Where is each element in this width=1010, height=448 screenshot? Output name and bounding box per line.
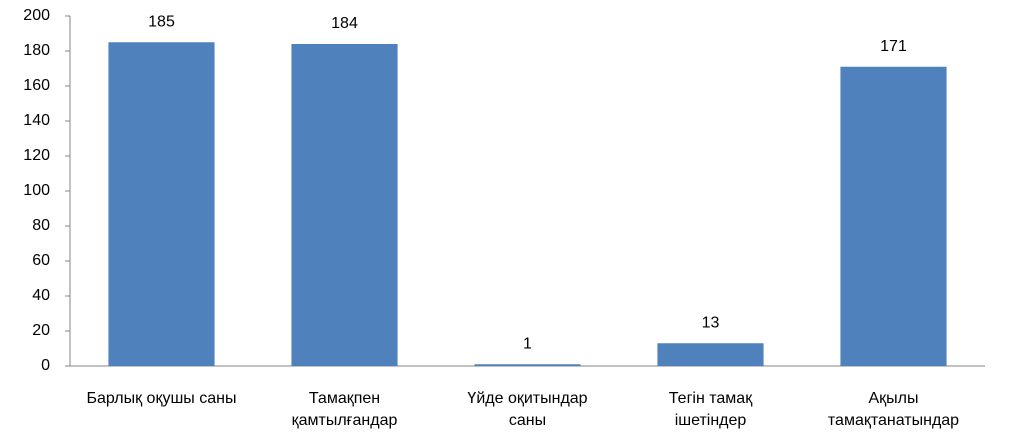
- x-tick-label: Үйде оқитындар саны: [467, 390, 588, 429]
- y-tick-label: 20: [32, 322, 50, 339]
- x-tick-label: Тамақпен қамтылғандар: [291, 390, 398, 429]
- y-tick-label: 200: [23, 7, 50, 24]
- y-tick-label: 40: [32, 287, 50, 304]
- bar: [474, 364, 581, 366]
- data-label: 1: [523, 335, 532, 352]
- x-tick-label: Барлық оқушы саны: [86, 390, 237, 407]
- y-tick-label: 0: [41, 357, 50, 374]
- x-tick-label: Ақылы тамақтанатындар: [827, 390, 960, 429]
- data-label: 184: [331, 15, 358, 32]
- data-label: 171: [880, 38, 907, 55]
- bar: [291, 44, 398, 366]
- bar: [657, 343, 764, 366]
- y-tick-label: 180: [23, 42, 50, 59]
- y-tick-label: 160: [23, 77, 50, 94]
- y-tick-label: 80: [32, 217, 50, 234]
- y-tick-label: 100: [23, 182, 50, 199]
- data-label: 185: [148, 13, 175, 30]
- x-tick-label: Тегін тамақ ішетіндер: [668, 390, 753, 429]
- bar: [840, 66, 947, 366]
- y-tick-label: 140: [23, 112, 50, 129]
- bar: [108, 42, 215, 366]
- data-label: 13: [702, 314, 720, 331]
- y-tick-label: 120: [23, 147, 50, 164]
- y-tick-label: 60: [32, 252, 50, 269]
